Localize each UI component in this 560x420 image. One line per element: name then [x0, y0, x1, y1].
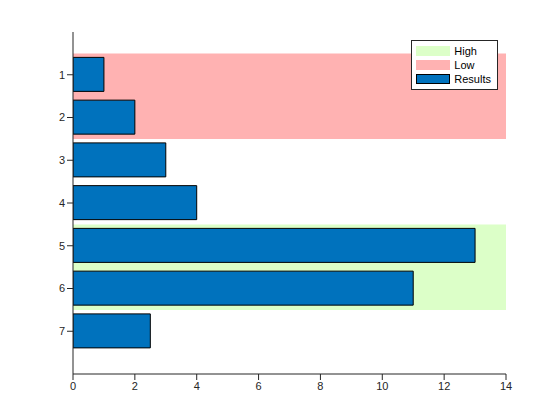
svg-text:7: 7 [59, 325, 65, 337]
svg-text:14: 14 [500, 380, 512, 392]
html-text:High: High [454, 45, 477, 57]
svg-text:1: 1 [59, 69, 65, 81]
svg-text:12: 12 [438, 380, 450, 392]
html-text:Results: Results [454, 73, 491, 85]
svg-text:4: 4 [59, 197, 65, 209]
svg-text:5: 5 [59, 240, 65, 252]
svg-text:4: 4 [194, 380, 200, 392]
svg-text:8: 8 [317, 380, 323, 392]
html-text:Low: Low [454, 59, 475, 71]
svg-text:6: 6 [256, 380, 262, 392]
svg-text:2: 2 [59, 111, 65, 123]
svg-text:10: 10 [376, 380, 388, 392]
svg-text:3: 3 [59, 154, 65, 166]
svg-text:6: 6 [59, 282, 65, 294]
svg-text:2: 2 [132, 380, 138, 392]
svg-text:0: 0 [70, 380, 76, 392]
